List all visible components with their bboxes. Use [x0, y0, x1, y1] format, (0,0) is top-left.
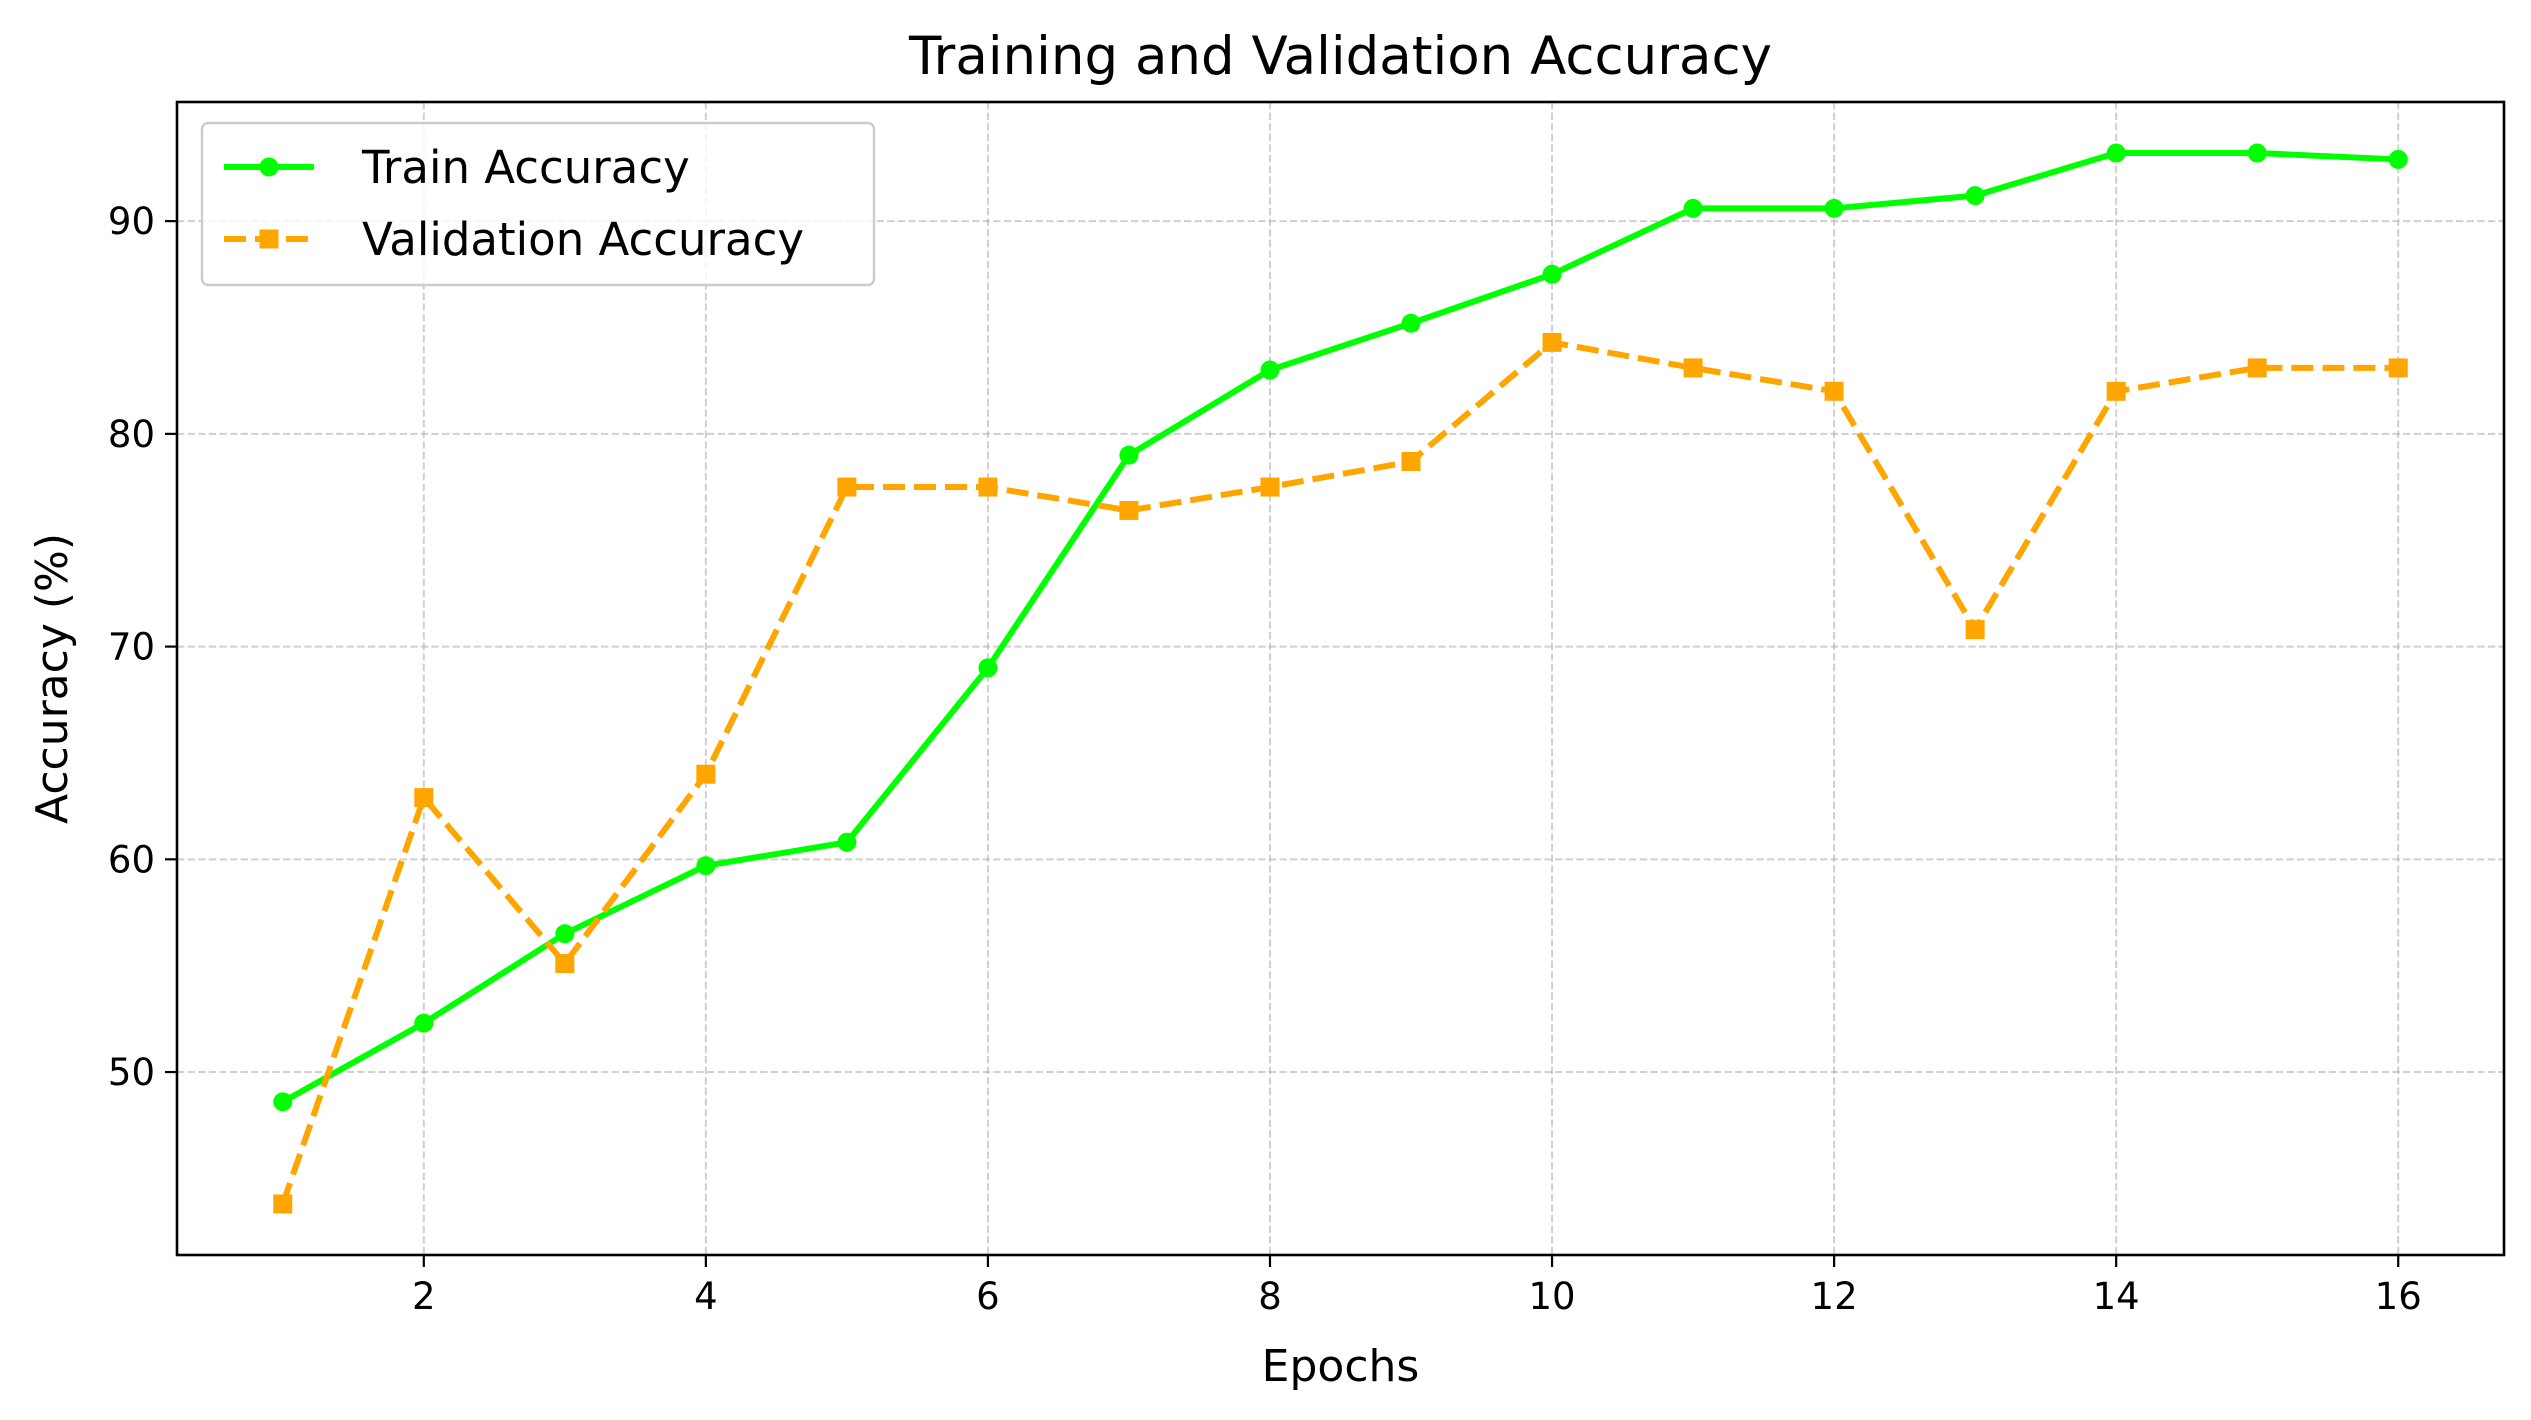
data-point	[2247, 358, 2267, 378]
data-point	[273, 1092, 293, 1112]
data-point	[1401, 452, 1421, 472]
y-tick-label: 60	[108, 838, 155, 881]
data-point	[2388, 358, 2408, 378]
series-layer	[273, 143, 2408, 1214]
data-point	[1119, 445, 1139, 465]
series-line	[279, 339, 2399, 1205]
x-tick-label: 12	[1811, 1275, 1858, 1318]
data-point	[837, 832, 857, 852]
data-point	[414, 788, 434, 808]
legend: Train Accuracy Validation Accuracy	[200, 121, 876, 287]
y-axis-label: Accuracy (%)	[27, 533, 78, 824]
legend-entry: Validation Accuracy	[224, 213, 804, 266]
x-tick-label: 8	[1258, 1275, 1282, 1318]
data-point	[1965, 620, 1985, 640]
data-point	[1824, 198, 1844, 218]
data-point	[1119, 500, 1139, 520]
x-tick-label: 10	[1528, 1275, 1575, 1318]
data-point	[1965, 186, 1985, 206]
legend-marker	[259, 157, 279, 177]
x-tick-label: 16	[2375, 1275, 2422, 1318]
legend-entries: Train Accuracy Validation Accuracy	[224, 141, 804, 266]
data-point	[555, 924, 575, 944]
y-tick-label: 70	[108, 626, 155, 669]
data-point	[978, 477, 998, 497]
x-tick-label: 2	[412, 1275, 436, 1318]
data-point	[555, 954, 575, 974]
legend-box	[200, 121, 876, 287]
data-point	[1542, 264, 1562, 284]
legend-entry: Train Accuracy	[224, 141, 690, 194]
data-point	[2388, 149, 2408, 169]
legend-label: Validation Accuracy	[362, 213, 804, 266]
legend-marker	[259, 229, 279, 249]
x-axis-label: Epochs	[1262, 1341, 1420, 1392]
series-validation	[273, 332, 2408, 1214]
data-point	[1260, 360, 1280, 380]
data-point	[978, 658, 998, 678]
data-point	[837, 477, 857, 497]
data-point	[414, 1013, 434, 1033]
data-point	[1824, 381, 1844, 401]
series-line	[279, 150, 2402, 1105]
data-point	[1683, 358, 1703, 378]
y-tick-label: 50	[108, 1051, 155, 1094]
chart-title: Training and Validation Accuracy	[908, 26, 1772, 87]
legend-label: Train Accuracy	[361, 141, 690, 194]
data-point	[1683, 198, 1703, 218]
x-tick-label: 14	[2093, 1275, 2140, 1318]
data-point	[273, 1194, 293, 1214]
data-point	[1260, 477, 1280, 497]
axis-ticks: 2 4 6 8 10 12 14 16 50 60 70 80 90	[108, 200, 2422, 1318]
data-point	[1401, 313, 1421, 333]
data-point	[696, 856, 716, 876]
y-tick-label: 80	[108, 413, 155, 456]
data-point	[2106, 143, 2126, 163]
data-point	[2247, 143, 2267, 163]
x-tick-label: 4	[694, 1275, 718, 1318]
series-train	[273, 143, 2408, 1112]
data-point	[1542, 332, 1562, 352]
data-point	[2106, 381, 2126, 401]
x-tick-label: 6	[976, 1275, 1000, 1318]
y-tick-label: 90	[108, 200, 155, 243]
plot-frame	[175, 100, 2506, 1257]
data-point	[696, 764, 716, 784]
